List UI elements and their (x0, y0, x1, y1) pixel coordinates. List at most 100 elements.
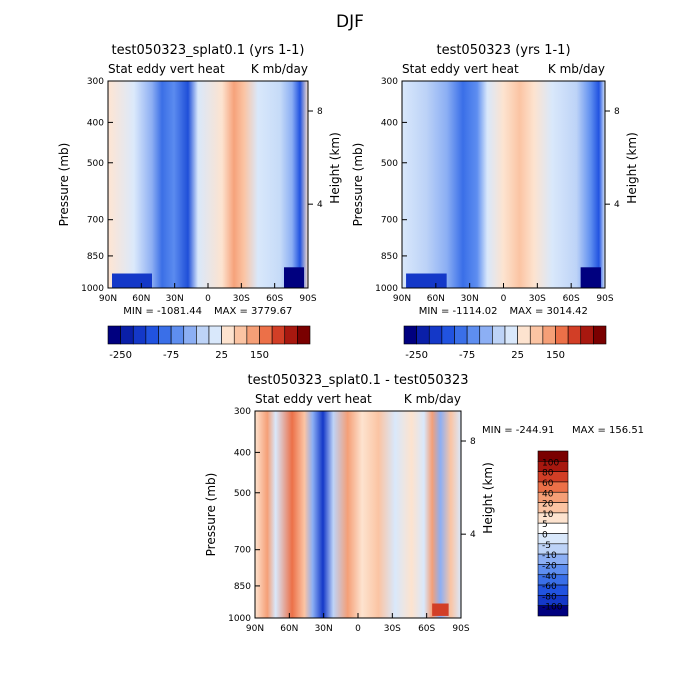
colorbar-label: -60 (542, 582, 557, 592)
y2-tick-label: 8 (614, 107, 620, 117)
colorbar-swatch (529, 325, 544, 345)
x-tick-label: 60S (563, 294, 580, 304)
colorbar-label: 25 (511, 350, 524, 361)
y-tick-label: 850 (87, 252, 104, 262)
y2-tick-label: 8 (317, 107, 323, 117)
x-tick-label: 0 (501, 294, 507, 304)
colorbar-label: 80 (542, 469, 554, 479)
min-value: MIN = -244.91 (482, 425, 554, 436)
panel-subtitle-left: Stat eddy vert heat (255, 392, 372, 406)
x-tick-label: 0 (355, 624, 361, 634)
colorbar-swatch (403, 325, 417, 345)
colorbar: -250 -75 25 150 (403, 325, 607, 361)
x-tick-label: 30S (233, 294, 250, 304)
colorbar-swatch (271, 325, 286, 345)
colorbar-swatch (145, 325, 159, 345)
x-tick-label: 30N (461, 294, 479, 304)
x-tick-label: 90S (596, 294, 613, 304)
contour-field (108, 81, 308, 288)
colorbar-label: -75 (459, 350, 475, 361)
colorbar-label: -40 (542, 572, 557, 582)
x-tick-label: 90N (246, 624, 264, 634)
y-axis-label: Pressure (mb) (204, 473, 218, 557)
panel-title: test050323_splat0.1 (yrs 1-1) (112, 43, 305, 58)
colorbar-label: 20 (542, 500, 554, 510)
colorbar-swatch (183, 325, 197, 345)
x-tick-label: 30S (384, 624, 401, 634)
max-value: MAX = 156.51 (572, 425, 644, 436)
x-tick-label: 30N (166, 294, 184, 304)
y-tick-label: 500 (87, 159, 104, 169)
colorbar-swatch (132, 325, 147, 345)
colorbar-swatch (246, 325, 260, 345)
colorbar-label: -5 (542, 541, 551, 551)
colorbar-swatch (567, 325, 582, 345)
colorbar-swatch (259, 325, 273, 345)
x-tick-label: 0 (205, 294, 211, 304)
figure-title: DJF (336, 12, 364, 32)
y-tick-label: 300 (87, 77, 104, 87)
colorbar-label: 0 (542, 531, 548, 541)
colorbar-swatch (504, 325, 518, 345)
colorbar-label: 25 (215, 350, 228, 361)
colorbar-label: -20 (542, 561, 557, 571)
surface-contour-patch (406, 273, 447, 288)
y2-axis-label: Height (km) (481, 462, 495, 533)
y-tick-label: 300 (381, 77, 398, 87)
colorbar-swatch (416, 325, 430, 345)
y2-tick-label: 8 (470, 437, 476, 447)
contour-field (402, 81, 605, 288)
contour-field (255, 411, 461, 618)
panel-top-right: test050323 (yrs 1-1) Stat eddy vert heat K… (351, 43, 639, 361)
y2-tick-label: 4 (317, 200, 323, 210)
colorbar-swatch (233, 325, 248, 345)
colorbar-swatch (428, 325, 443, 345)
colorbar-label: -80 (542, 592, 557, 602)
x-tick-label: 90N (393, 294, 411, 304)
max-value: MAX = 3779.67 (214, 306, 292, 317)
y-axis-label: Pressure (mb) (351, 143, 365, 227)
colorbar-label: -250 (405, 350, 428, 361)
surface-contour-patch (112, 273, 152, 288)
panel-difference: test050323_splat0.1 - test050323 Stat edd… (204, 373, 644, 634)
surface-contour-patch (580, 267, 601, 288)
panel-top-left: test050323_splat0.1 (yrs 1-1) Stat eddy v… (57, 43, 342, 361)
colorbar-swatch (221, 325, 235, 345)
colorbar: -250 -75 25 150 (107, 325, 311, 361)
colorbar-swatch (517, 325, 531, 345)
y-tick-label: 1000 (228, 614, 251, 624)
colorbar-label: 10 (542, 510, 554, 520)
colorbar-label: 150 (250, 350, 269, 361)
y-tick-label: 700 (87, 216, 104, 226)
colorbar-label: 40 (542, 489, 554, 499)
x-tick-label: 60S (266, 294, 283, 304)
y-tick-label: 1000 (81, 284, 104, 294)
x-tick-label: 60N (280, 624, 298, 634)
x-tick-label: 90S (452, 624, 469, 634)
y2-axis-label: Height (km) (625, 132, 639, 203)
colorbar-swatch (479, 325, 493, 345)
x-tick-label: 60N (132, 294, 150, 304)
colorbar-swatch (466, 325, 481, 345)
colorbar-swatch (580, 325, 594, 345)
colorbar-swatch (120, 325, 134, 345)
colorbar-swatch (284, 325, 298, 345)
colorbar-swatch (170, 325, 185, 345)
y-axis-label: Pressure (mb) (57, 143, 71, 227)
colorbar-swatch (196, 325, 210, 345)
colorbar-swatch (208, 325, 222, 345)
x-tick-label: 30S (529, 294, 546, 304)
x-tick-label: 90S (299, 294, 316, 304)
y-tick-label: 500 (381, 159, 398, 169)
colorbar-swatch (158, 325, 172, 345)
colorbar-label: -250 (109, 350, 132, 361)
panel-subtitle-right: K mb/day (251, 62, 308, 76)
surface-contour-patch (284, 267, 304, 288)
colorbar-swatch (593, 325, 607, 345)
colorbar-label: -75 (163, 350, 179, 361)
x-tick-label: 30N (315, 624, 333, 634)
y-tick-label: 400 (87, 118, 104, 128)
colorbar-swatch (542, 325, 556, 345)
